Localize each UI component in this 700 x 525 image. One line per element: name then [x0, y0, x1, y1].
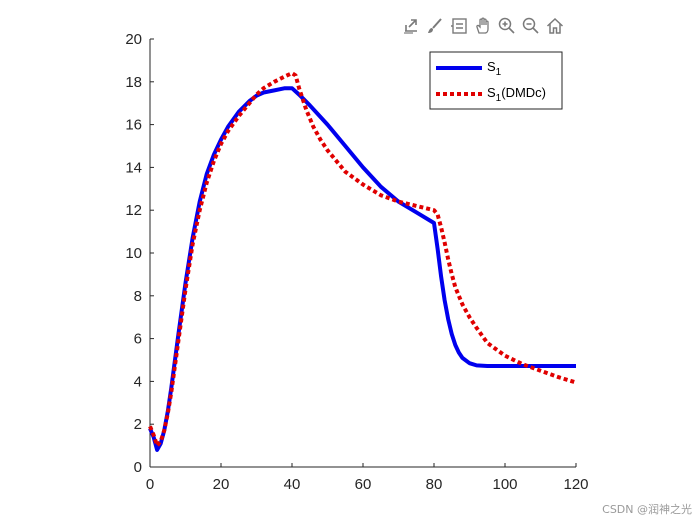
x-tick-label: 80: [426, 476, 443, 493]
y-tick-label: 8: [134, 288, 142, 305]
x-tick-label: 40: [284, 476, 301, 493]
legend-box: [429, 51, 563, 110]
zoom-out-button[interactable]: [520, 14, 542, 38]
legend-label-1: S1(DMDc): [487, 85, 546, 104]
legend-subscript: 1: [496, 67, 502, 78]
series-line-1: [148, 71, 577, 448]
zoom-in-icon: [498, 17, 515, 34]
legend-subscript: 1: [496, 93, 502, 104]
y-tick-label: 18: [125, 74, 142, 91]
home-button[interactable]: [544, 14, 566, 38]
y-tick-label: 20: [125, 31, 142, 48]
axes-toolbar: [400, 13, 566, 39]
export-button[interactable]: [400, 14, 422, 38]
brush-button[interactable]: [424, 14, 446, 38]
y-tick-label: 6: [134, 331, 142, 348]
y-tick-label: 2: [134, 416, 142, 433]
pan-icon: [476, 17, 489, 34]
y-tick-label: 4: [134, 373, 142, 390]
y-tick-label: 12: [125, 202, 142, 219]
data-tips-icon: [451, 18, 467, 34]
x-tick-label: 60: [355, 476, 372, 493]
watermark: CSDN @润神之光: [602, 503, 692, 516]
legend-suffix: (DMDc): [501, 85, 546, 100]
series-line-0: [148, 86, 576, 452]
export-icon: [404, 19, 417, 34]
x-tick-label: 120: [563, 476, 588, 493]
home-icon: [546, 17, 564, 34]
pan-button[interactable]: [472, 14, 494, 38]
y-tick-label: 16: [125, 117, 142, 134]
y-tick-label: 0: [134, 459, 142, 476]
zoom-out-icon: [522, 17, 539, 34]
zoom-in-button[interactable]: [496, 14, 518, 38]
data-tips-button[interactable]: [448, 14, 470, 38]
brush-icon: [428, 18, 442, 33]
axes: 0 20 40 60 80 100 120 0 2 4 6 8 10 12 14 16 18 20: [125, 31, 588, 493]
y-tick-label: 14: [125, 159, 142, 176]
legend-name: S: [487, 59, 496, 74]
x-tick-label: 0: [146, 476, 154, 493]
legend-name: S: [487, 85, 496, 100]
legend-label-0: S1: [487, 59, 502, 78]
plot-lines: [148, 71, 577, 452]
y-tick-label: 10: [125, 245, 142, 262]
x-tick-label: 100: [492, 476, 517, 493]
x-tick-label: 20: [213, 476, 230, 493]
